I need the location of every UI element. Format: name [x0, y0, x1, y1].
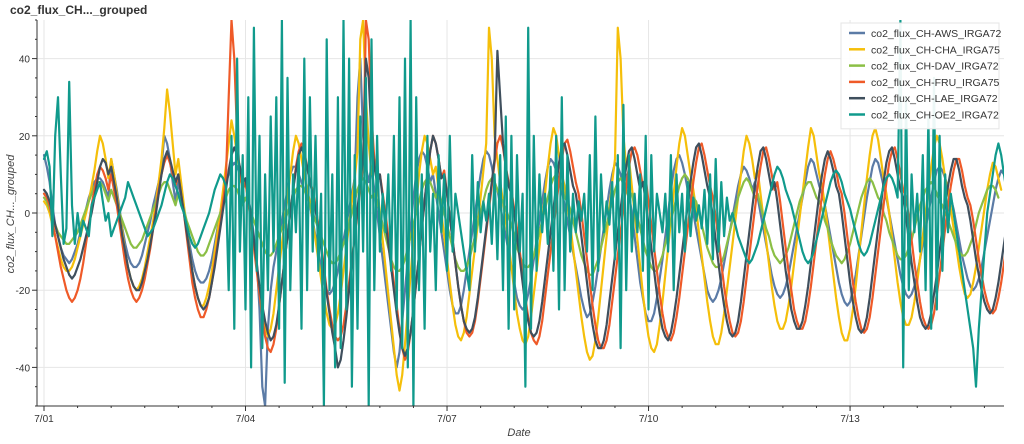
axes-layer: -40 -20 0 20 40 7/01 7/04 7/07 7/10 7/13: [16, 19, 1004, 425]
legend-label: co2_flux_CH-CHA_IRGA75: [871, 44, 1000, 56]
legend-box: [840, 22, 1000, 130]
x-tick-label: 7/07: [437, 414, 457, 425]
y-axis-label: co2_flux_CH..._grouped: [5, 154, 17, 274]
y-tick-label: -40: [16, 363, 31, 374]
series-line-1: [42, 20, 1003, 392]
x-axis-label: Date: [507, 427, 530, 439]
y-tick-label: 40: [19, 55, 31, 66]
legend-label: co2_flux_CH-LAE_IRGA72: [871, 93, 998, 105]
y-tick-label: 20: [19, 132, 31, 143]
legend-label: co2_flux_CH-AWS_IRGA72: [871, 28, 1001, 40]
plot-area: [42, 20, 1004, 406]
chart-title: co2_flux_CH..._grouped: [10, 3, 148, 17]
series-line-5: [42, 20, 1004, 406]
series-line-4: [42, 49, 1004, 369]
legend-label: co2_flux_CH-OE2_IRGA72: [871, 110, 999, 122]
x-tick-label: 7/01: [34, 414, 54, 425]
x-tick-label: 7/04: [236, 414, 256, 425]
legend: co2_flux_CH-AWS_IRGA72 co2_flux_CH-CHA_IR…: [840, 22, 1001, 130]
grid-layer: [37, 20, 1004, 406]
x-tick-label: 7/10: [639, 414, 659, 425]
legend-label: co2_flux_CH-DAV_IRGA72: [871, 61, 999, 73]
y-tick-label: -20: [16, 286, 31, 297]
x-tick-label: 7/13: [840, 414, 860, 425]
legend-label: co2_flux_CH-FRU_IRGA75: [871, 77, 1000, 89]
y-tick-label: 0: [24, 209, 30, 220]
